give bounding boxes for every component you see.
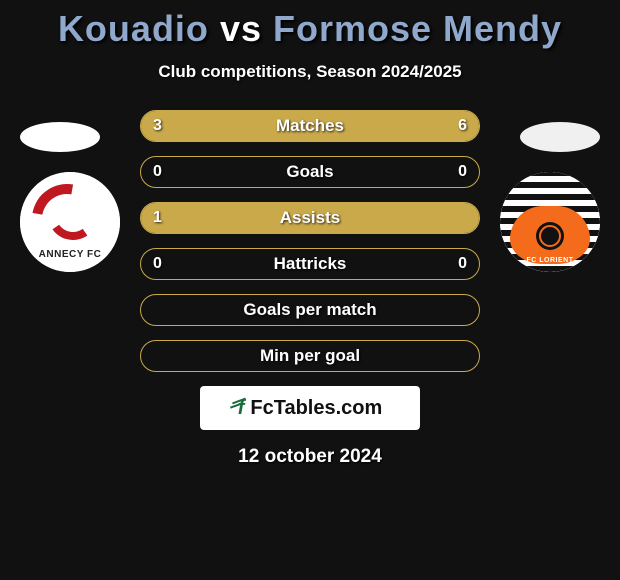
stat-label: Goals per match [141,295,479,325]
stat-row: 36Matches [140,110,480,142]
player2-flag [520,122,600,152]
stat-row: Min per goal [140,340,480,372]
stats-container: 36Matches 00Goals 1Assists 00Hattricks Goals… [140,110,480,372]
stat-label: Goals [141,157,479,187]
annecy-badge: ANNECY FC [20,172,120,272]
lorient-badge: FC LORIENT [500,172,600,272]
stat-row: Goals per match [140,294,480,326]
stat-row: 00Goals [140,156,480,188]
stat-row: 1Assists [140,202,480,234]
player2-name: Formose Mendy [273,8,562,49]
page-title: Kouadio vs Formose Mendy [0,0,620,50]
stat-label: Assists [141,203,479,233]
stat-label: Min per goal [141,341,479,371]
date-label: 12 october 2024 [0,446,620,468]
attribution-text: FcTables.com [250,397,382,420]
annecy-text: ANNECY FC [20,249,120,260]
vs-label: vs [220,8,262,49]
stat-label: Matches [141,111,479,141]
player1-club-badge: ANNECY FC [20,172,120,272]
subtitle: Club competitions, Season 2024/2025 [0,62,620,82]
stat-label: Hattricks [141,249,479,279]
attribution-badge: f FcTables.com [200,386,420,430]
lorient-text: FC LORIENT [500,257,600,264]
player1-name: Kouadio [58,8,209,49]
lorient-ball-icon [536,222,564,250]
fctables-icon: f [238,397,245,420]
stat-row: 00Hattricks [140,248,480,280]
player2-club-badge: FC LORIENT [500,172,600,272]
player1-flag [20,122,100,152]
